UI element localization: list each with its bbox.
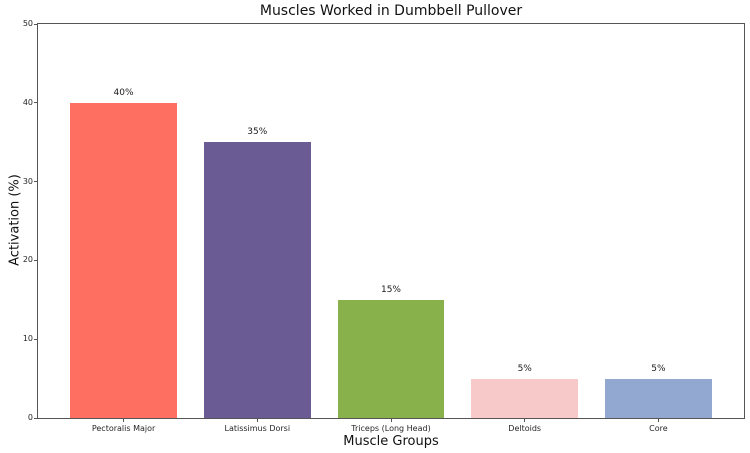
y-tick-mark: [34, 102, 38, 104]
y-tick-mark: [34, 181, 38, 183]
bar-value-label: 5%: [517, 363, 532, 374]
y-tick-label: 50: [22, 19, 33, 28]
plot-area: 0 10 20 30 40 50 40% Pectoralis Major 35% Latissi…: [23, 19, 745, 433]
y-tick-label: 30: [22, 176, 33, 186]
x-tick-mark: [657, 418, 659, 422]
chart-title: Muscles Worked in Dumbbell Pullover: [259, 3, 523, 19]
bar-latissimus-dorsi: [203, 142, 311, 418]
x-tick-label: Triceps (Long Head): [351, 424, 431, 433]
bar-deltoids: [471, 378, 579, 418]
y-tick-mark: [34, 338, 38, 340]
x-tick-label: Pectoralis Major: [91, 424, 156, 433]
bar-value-label: 15%: [380, 284, 401, 295]
y-tick-label: 0: [27, 413, 33, 422]
x-axis-label: Muscle Groups: [343, 434, 439, 449]
y-tick-label: 10: [22, 334, 33, 344]
bar-triceps-long-head: [337, 299, 445, 418]
x-tick-mark: [390, 418, 392, 422]
x-tick-mark: [123, 418, 125, 422]
y-axis-label: Activation (%): [7, 174, 23, 266]
y-tick-mark: [34, 259, 38, 261]
bar-value-label: 40%: [113, 87, 134, 98]
bar-core: [604, 378, 712, 418]
x-tick-label: Core: [649, 424, 668, 433]
y-tick-label: 20: [22, 255, 33, 265]
y-tick-label: 40: [22, 97, 33, 107]
bar-value-label: 35%: [247, 127, 268, 138]
x-tick-mark: [256, 418, 258, 422]
x-tick-mark: [524, 418, 526, 422]
x-tick-label: Latissimus Dorsi: [224, 424, 291, 433]
x-tick-label: Deltoids: [508, 424, 542, 433]
y-tick-mark: [34, 23, 38, 25]
bar-pectoralis-major: [70, 102, 178, 418]
y-tick-mark: [34, 417, 38, 419]
bar-value-label: 5%: [651, 363, 666, 374]
